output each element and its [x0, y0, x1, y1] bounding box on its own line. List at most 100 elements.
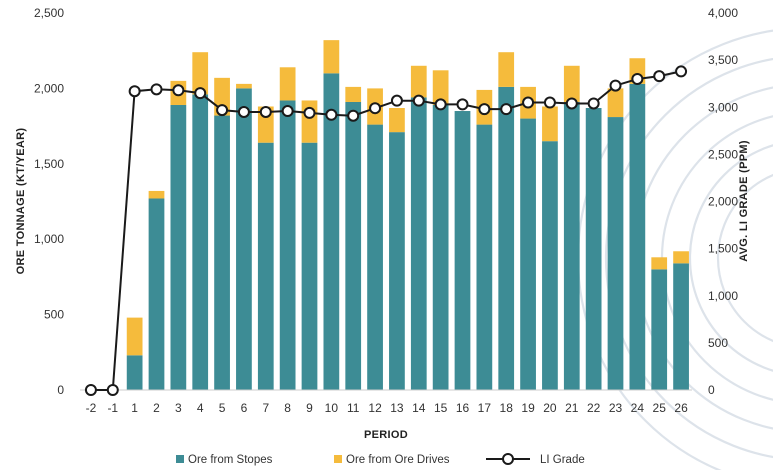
x-tick-label: -1: [107, 401, 118, 415]
bar-ore-drives: [236, 83, 252, 89]
bar-ore-drives: [345, 86, 362, 102]
x-tick-label: 7: [262, 401, 269, 415]
point-li-grade: [325, 108, 338, 121]
x-tick-label: 26: [674, 401, 688, 415]
point-li-grade: [106, 384, 119, 396]
point-li-grade: [500, 103, 513, 116]
bar-ore-drives: [432, 70, 449, 105]
point-li-grade: [609, 79, 622, 92]
bar-ore-drives: [126, 317, 143, 356]
decor-arc: [688, 144, 773, 372]
bar-stopes: [170, 104, 187, 390]
bar-stopes: [214, 115, 230, 390]
x-tick-label: 2: [153, 401, 160, 415]
point-li-grade: [150, 83, 163, 96]
point-li-grade: [347, 109, 360, 122]
legend-swatch-ore-drives: [334, 455, 342, 463]
bar-stopes: [148, 198, 165, 390]
decor-arc: [716, 173, 773, 343]
y-tick-label: 1,000: [34, 232, 64, 246]
y2-tick-label: 0: [708, 383, 715, 397]
point-li-grade: [631, 72, 644, 85]
line-series-group: [84, 65, 688, 396]
legend-swatch-stopes: [176, 455, 184, 463]
x-axis-title: PERIOD: [364, 429, 408, 441]
bar-stopes: [367, 124, 383, 390]
bar-stopes: [476, 124, 493, 390]
x-tick-label: 23: [609, 401, 623, 415]
point-li-grade: [128, 85, 141, 98]
x-tick-label: 5: [219, 401, 226, 415]
bar-ore-drives: [498, 52, 515, 87]
x-tick-label: 11: [347, 401, 360, 415]
x-tick-label: 16: [456, 401, 470, 415]
bar-ore-drives: [323, 40, 340, 74]
bar-stopes: [301, 142, 318, 390]
point-li-grade: [303, 106, 316, 119]
bar-ore-drives: [301, 100, 318, 143]
decor-arc: [604, 57, 773, 459]
point-li-grade: [587, 97, 600, 110]
x-tick-label: 14: [412, 401, 426, 415]
point-li-grade: [259, 105, 272, 118]
bar-ore-drives: [542, 106, 558, 142]
point-li-grade: [216, 104, 229, 117]
bar-stopes: [542, 141, 558, 390]
bar-stopes: [563, 101, 580, 391]
point-li-grade: [172, 84, 185, 97]
x-tick-label: 12: [368, 401, 382, 415]
x-tick-label: 15: [434, 401, 448, 415]
y-tick-label: 0: [57, 383, 64, 397]
point-li-grade: [543, 96, 556, 109]
left-axis-ticks: 0 500 1,000 1,500 2,000 2,500: [34, 6, 64, 397]
point-li-grade: [412, 94, 425, 107]
y-axis-title: ORE TONNAGE (KT/YEAR): [15, 128, 27, 275]
legend-marker-li-grade: [502, 453, 514, 465]
bar-ore-drives: [651, 257, 668, 270]
x-tick-label: 10: [325, 401, 339, 415]
bar-stopes: [673, 263, 689, 390]
x-tick-label: 6: [241, 401, 248, 415]
bar-ore-drives: [673, 251, 689, 264]
y2-tick-label: 2,000: [708, 195, 738, 209]
point-li-grade: [281, 105, 294, 118]
legend-label-li-grade: LI Grade: [540, 454, 585, 466]
x-tick-label: 1: [131, 401, 138, 415]
bar-stopes: [651, 269, 668, 390]
point-li-grade: [478, 103, 491, 116]
bar-stopes: [607, 117, 624, 390]
bar-ore-drives: [389, 108, 405, 133]
legend-label-stopes: Ore from Stopes: [188, 454, 273, 466]
bar-stopes: [410, 97, 427, 390]
line-li-grade: [90, 70, 682, 391]
point-li-grade: [369, 102, 382, 115]
y-tick-label: 2,000: [34, 81, 64, 95]
bar-stopes: [126, 355, 143, 390]
bar-stopes: [257, 142, 274, 390]
right-axis-ticks: 0 500 1,000 1,500 2,000 2,500 3,000 3,500 4,000: [708, 6, 738, 397]
bar-stopes: [323, 73, 340, 390]
x-tick-label: 21: [565, 401, 579, 415]
bar-stopes: [345, 101, 362, 391]
y-tick-label: 2,500: [34, 6, 64, 20]
x-tick-label: 22: [587, 401, 601, 415]
y-tick-label: 500: [44, 308, 64, 322]
bar-stopes: [432, 104, 449, 390]
bar-ore-drives: [607, 88, 624, 118]
y2-tick-label: 3,000: [708, 100, 738, 114]
bar-stopes: [498, 86, 515, 390]
point-li-grade: [653, 70, 666, 83]
bar-stopes: [585, 108, 602, 390]
x-tick-label: 20: [543, 401, 557, 415]
x-tick-label: 9: [306, 401, 313, 415]
y2-tick-label: 1,000: [708, 289, 738, 303]
x-tick-label: 24: [631, 401, 645, 415]
x-tick-label: 19: [521, 401, 535, 415]
point-li-grade: [434, 98, 447, 111]
y2-tick-label: 4,000: [708, 6, 738, 20]
y2-tick-label: 3,500: [708, 53, 738, 67]
point-li-grade: [675, 65, 688, 78]
bar-stopes: [520, 118, 536, 390]
y2-tick-label: 2,500: [708, 147, 738, 161]
